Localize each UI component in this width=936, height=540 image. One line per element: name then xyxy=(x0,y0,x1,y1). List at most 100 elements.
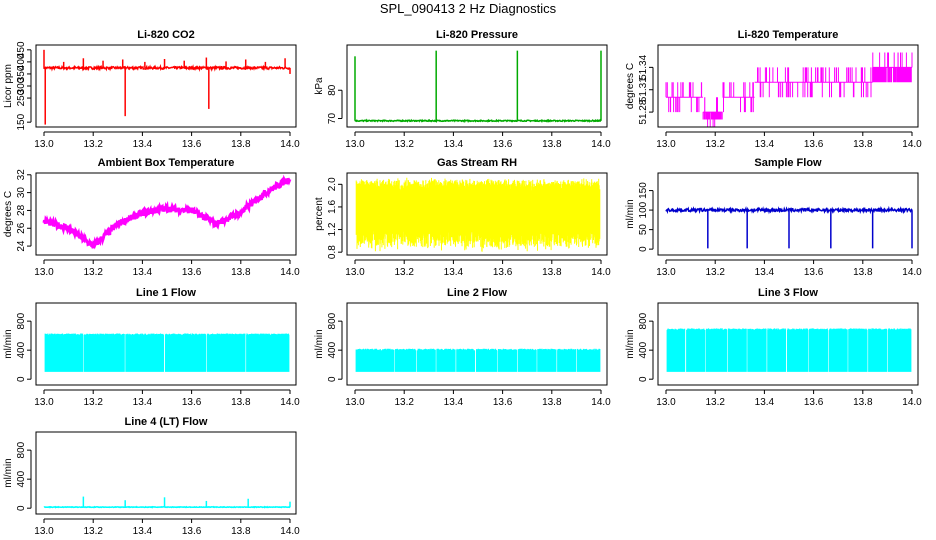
plot-frame xyxy=(35,302,297,386)
x-tick-label: 13.8 xyxy=(853,267,873,278)
plot-frame xyxy=(35,431,297,515)
y-axis-label: degrees C xyxy=(625,63,636,109)
y-axis-label: ml/min xyxy=(625,199,636,228)
series-line xyxy=(42,174,292,250)
y-tick-label: 400 xyxy=(16,53,27,70)
plot-frame xyxy=(657,172,919,256)
y-tick-label: 400 xyxy=(16,341,27,358)
x-tick-label: 13.0 xyxy=(34,526,54,537)
y-tick-label: 400 xyxy=(638,341,649,358)
x-tick-label: 13.0 xyxy=(345,267,365,278)
x-tick-label: 13.0 xyxy=(345,139,365,150)
series-line xyxy=(665,205,913,215)
plot-frame xyxy=(657,302,919,386)
y-tick-label: 800 xyxy=(327,312,338,329)
y-tick-label: 250 xyxy=(16,89,27,106)
x-tick-label: 13.6 xyxy=(182,526,202,537)
x-tick-label: 13.6 xyxy=(493,139,513,150)
x-tick-label: 13.6 xyxy=(182,267,202,278)
y-tick-label: 51.31 xyxy=(638,77,649,102)
series-line xyxy=(43,505,291,509)
x-tick-label: 13.8 xyxy=(542,139,562,150)
x-tick-label: 14.0 xyxy=(902,267,922,278)
x-tick-label: 13.8 xyxy=(231,139,251,150)
plot-frame xyxy=(35,172,297,256)
panel-line3: Line 3 Flow 13.0 13.2 13.4 13.6 13.8 14.0 0 400 8… xyxy=(625,287,922,408)
x-tick-label: 13.0 xyxy=(656,397,676,408)
series-band xyxy=(355,348,601,372)
x-tick-label: 14.0 xyxy=(591,397,611,408)
panel-title: Gas Stream RH xyxy=(437,157,517,169)
x-tick-label: 13.8 xyxy=(231,526,251,537)
x-tick-label: 13.6 xyxy=(493,397,513,408)
panel-rh: Gas Stream RH 13.0 13.2 13.4 13.6 13.8 14.0 0.8… xyxy=(314,157,611,278)
y-tick-label: 150 xyxy=(638,182,649,199)
x-tick-label: 13.8 xyxy=(542,397,562,408)
x-tick-label: 13.4 xyxy=(755,139,775,150)
x-tick-label: 13.6 xyxy=(804,139,824,150)
x-tick-label: 13.4 xyxy=(133,139,153,150)
x-tick-label: 13.4 xyxy=(444,139,464,150)
x-tick-label: 13.8 xyxy=(231,267,251,278)
x-tick-label: 13.8 xyxy=(231,397,251,408)
x-tick-label: 13.6 xyxy=(493,267,513,278)
x-tick-label: 13.0 xyxy=(656,139,676,150)
x-tick-label: 14.0 xyxy=(591,267,611,278)
y-tick-label: 0 xyxy=(327,376,338,382)
y-tick-label: 0.8 xyxy=(327,245,338,259)
panel-line2: Line 2 Flow 13.0 13.2 13.4 13.6 13.8 14.0 0 400 8… xyxy=(314,287,611,408)
x-tick-label: 13.0 xyxy=(656,267,676,278)
y-axis-label: percent xyxy=(314,197,325,231)
x-tick-label: 13.8 xyxy=(542,267,562,278)
y-axis-label: ml/min xyxy=(625,329,636,358)
x-tick-label: 14.0 xyxy=(280,267,300,278)
y-tick-label: 32 xyxy=(16,169,27,181)
y-tick-label: 0 xyxy=(638,376,649,382)
series-line xyxy=(354,118,602,124)
y-tick-label: 0 xyxy=(16,505,27,511)
y-tick-label: 50 xyxy=(638,224,649,236)
x-tick-label: 13.4 xyxy=(755,397,775,408)
series-line xyxy=(43,63,291,73)
y-tick-label: 350 xyxy=(16,65,27,82)
y-tick-label: 0 xyxy=(16,376,27,382)
x-tick-label: 14.0 xyxy=(902,139,922,150)
series-steps xyxy=(665,52,913,127)
y-tick-label: 100 xyxy=(638,201,649,218)
x-tick-label: 14.0 xyxy=(591,139,611,150)
x-tick-label: 13.2 xyxy=(705,397,725,408)
panel-title: Line 4 (LT) Flow xyxy=(125,416,208,428)
panel-title: Ambient Box Temperature xyxy=(98,157,235,169)
y-tick-label: 80 xyxy=(327,84,338,96)
x-tick-label: 13.6 xyxy=(804,397,824,408)
x-tick-label: 13.0 xyxy=(345,397,365,408)
panel-temperature: Li-820 Temperature 13.0 13.2 13.4 13.6 13.8 14… xyxy=(625,29,922,150)
series-band xyxy=(44,333,290,372)
y-tick-label: 51.28 xyxy=(638,99,649,124)
x-tick-label: 13.6 xyxy=(804,267,824,278)
plot-frame xyxy=(346,172,608,256)
panel-title: Line 1 Flow xyxy=(136,287,196,299)
y-tick-label: 0 xyxy=(638,246,649,252)
x-tick-label: 13.4 xyxy=(755,267,775,278)
y-tick-label: 51.34 xyxy=(638,54,649,79)
x-tick-label: 14.0 xyxy=(280,139,300,150)
panel-title: Line 2 Flow xyxy=(447,287,507,299)
y-tick-label: 1.2 xyxy=(327,222,338,236)
y-tick-label: 800 xyxy=(16,312,27,329)
x-tick-label: 13.2 xyxy=(394,267,414,278)
y-tick-label: 70 xyxy=(327,113,338,125)
x-tick-label: 13.2 xyxy=(83,139,103,150)
x-tick-label: 13.0 xyxy=(34,267,54,278)
y-axis-label: ml/min xyxy=(3,458,14,487)
x-tick-label: 14.0 xyxy=(902,397,922,408)
panel-ambient: Ambient Box Temperature 13.0 13.2 13.4 13.6 1… xyxy=(3,157,300,278)
x-tick-label: 13.2 xyxy=(394,139,414,150)
y-tick-label: 24 xyxy=(16,240,27,252)
y-axis-label: kPa xyxy=(314,77,325,95)
x-tick-label: 13.4 xyxy=(133,267,153,278)
y-tick-label: 28 xyxy=(16,204,27,216)
x-tick-label: 13.4 xyxy=(444,267,464,278)
x-tick-label: 13.0 xyxy=(34,397,54,408)
